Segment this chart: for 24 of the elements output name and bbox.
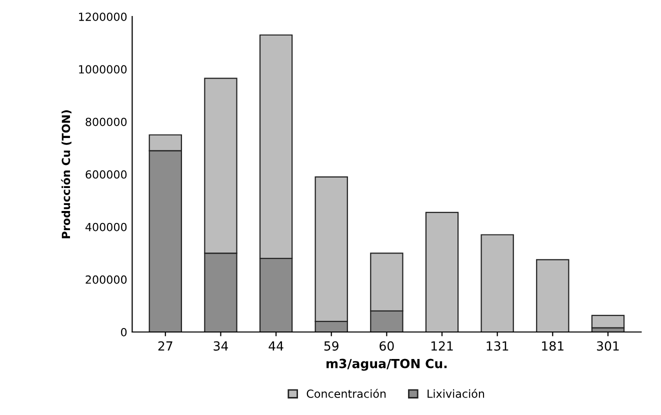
y-tick-label: 1000000	[79, 65, 127, 74]
x-tick-label: 34	[214, 341, 228, 351]
bar	[480, 234, 514, 332]
legend-label: Lixiviación	[428, 388, 484, 398]
x-axis-title: m3/agua/TON Cu.	[326, 358, 447, 371]
x-tick-label: 60	[380, 341, 394, 351]
bar	[536, 259, 570, 332]
x-tick-label: 121	[431, 341, 453, 351]
x-tick-label: 59	[324, 341, 338, 351]
x-tick-label: 181	[542, 341, 564, 351]
legend-label: Concentración	[306, 388, 386, 398]
y-axis-title: Producción Cu (TON)	[61, 110, 72, 238]
y-tick-label: 1200000	[79, 12, 127, 21]
x-tick-label: 301	[597, 341, 619, 351]
bar	[591, 314, 625, 328]
x-tick-label: 131	[486, 341, 508, 351]
y-tick-label: 0	[121, 328, 127, 336]
y-tick-label: 800000	[86, 118, 127, 126]
y-tick-label: 400000	[85, 222, 127, 232]
y-tick-label: 200000	[86, 275, 127, 284]
x-tick-label: 27	[158, 341, 172, 351]
bar	[425, 212, 459, 332]
x-tick-label: 44	[268, 341, 284, 351]
y-tick-label: 600000	[86, 170, 127, 179]
